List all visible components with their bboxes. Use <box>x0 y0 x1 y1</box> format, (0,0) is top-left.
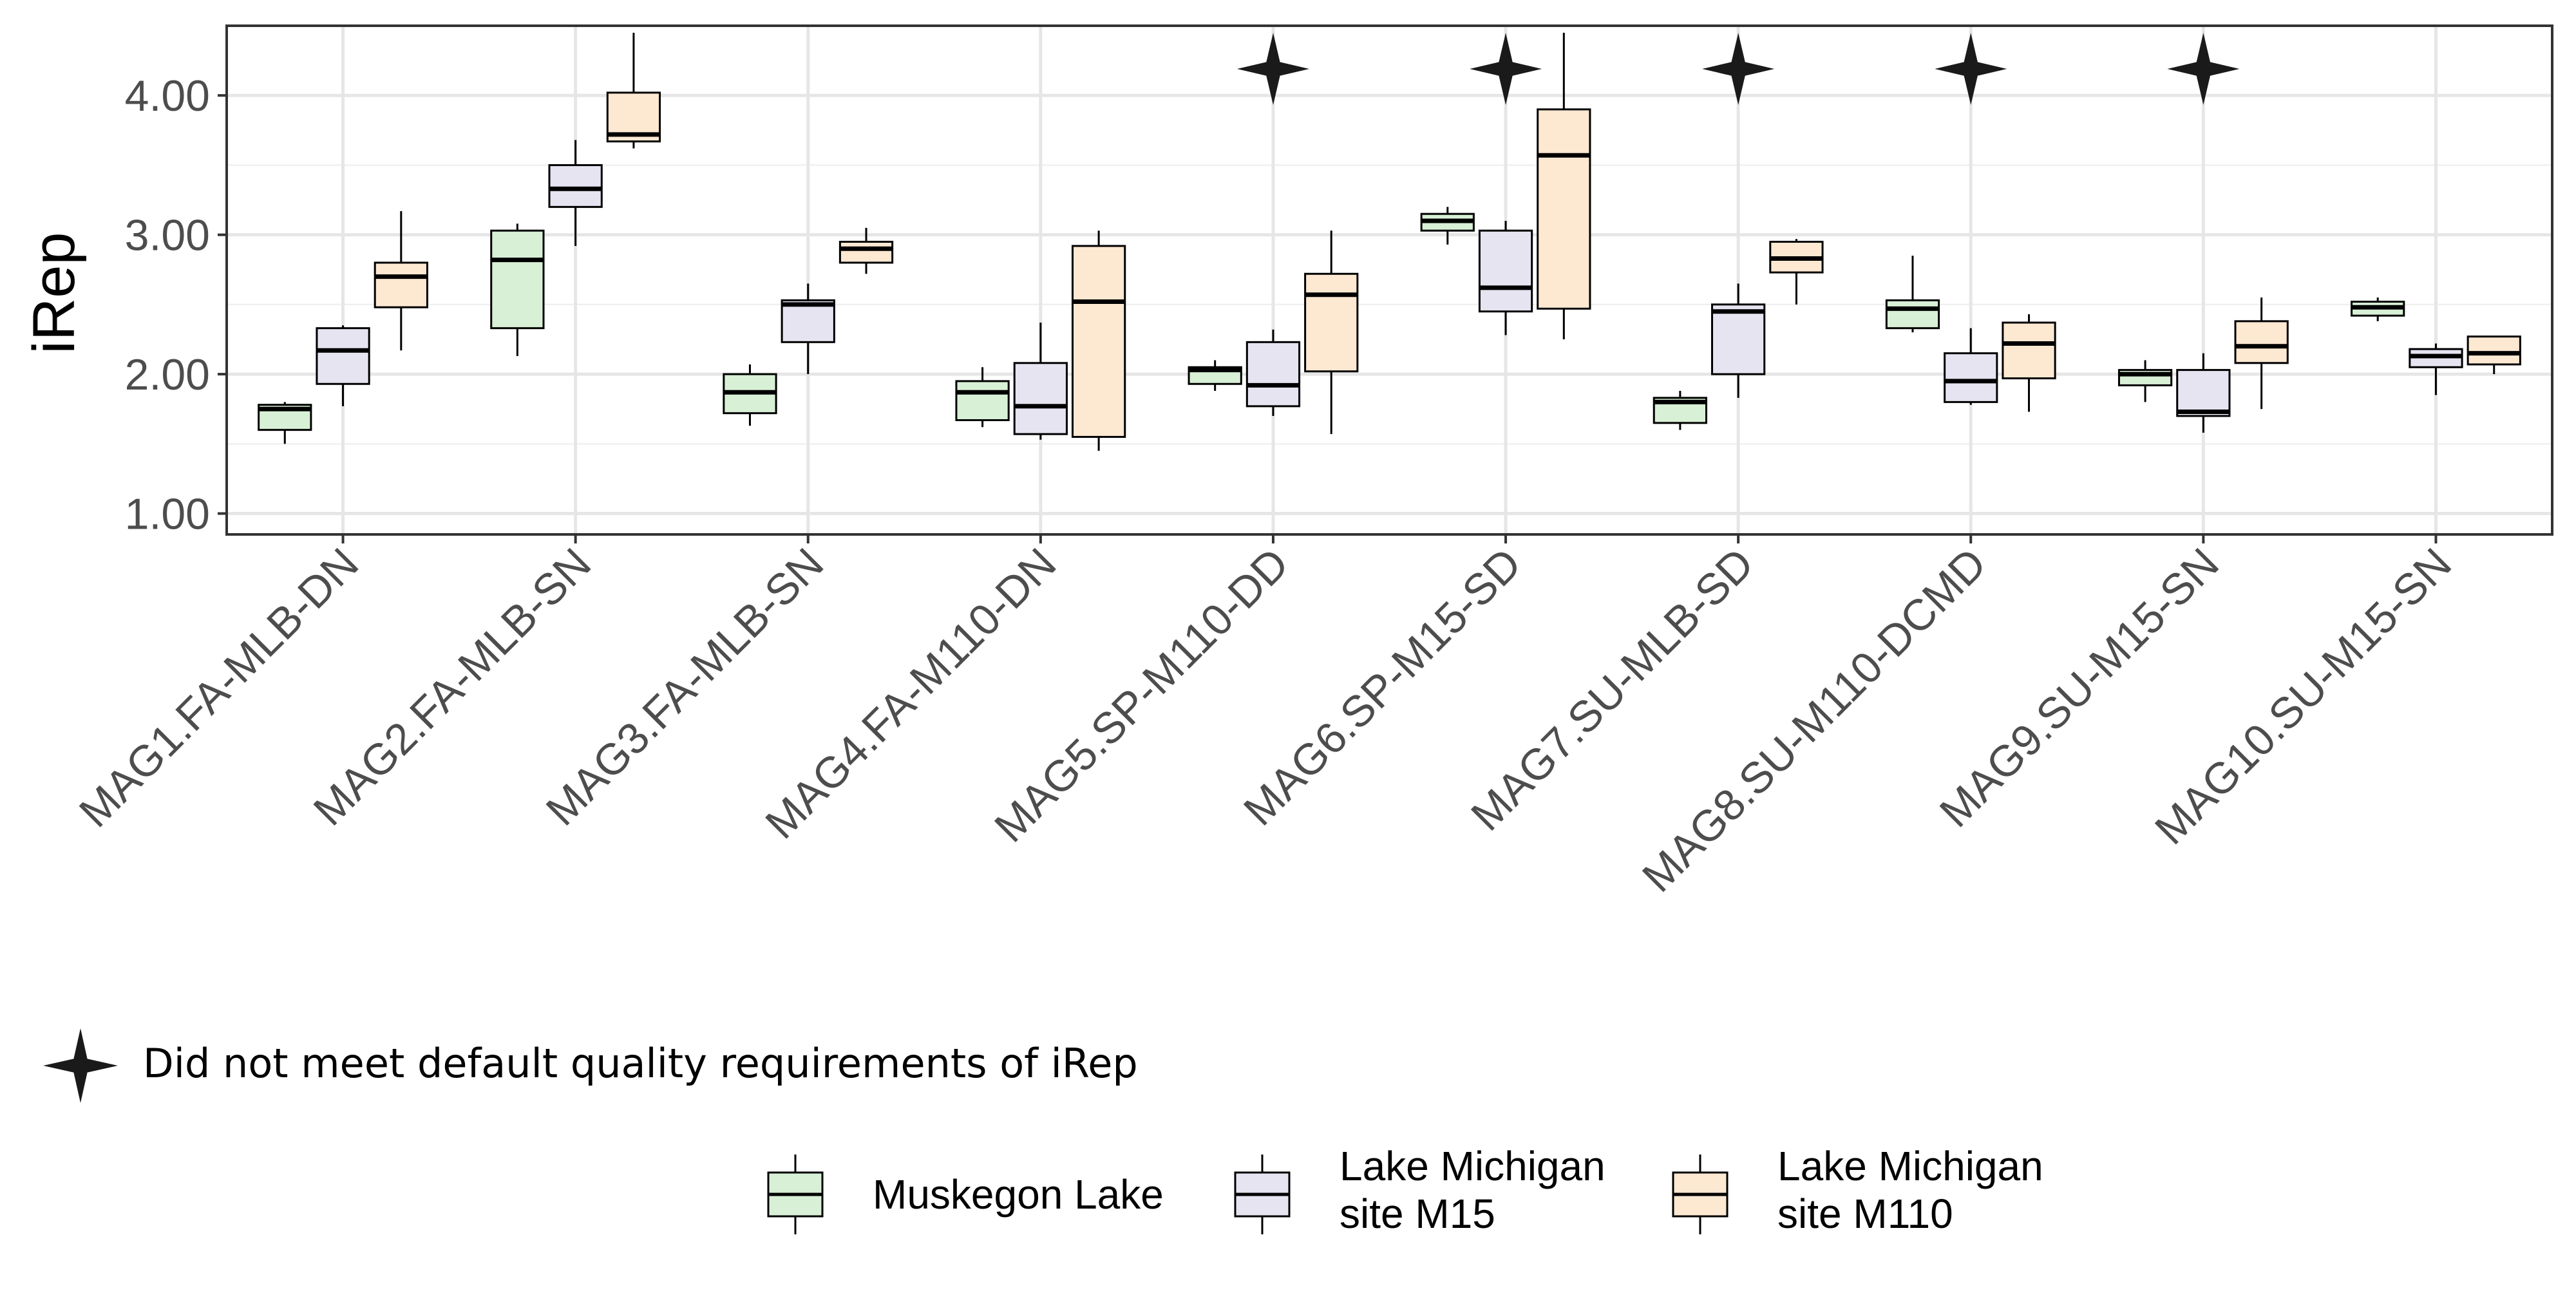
box-body <box>1478 229 1533 313</box>
box <box>1245 329 1301 417</box>
box <box>316 325 370 406</box>
legend-key <box>1234 1154 1291 1234</box>
box-body <box>490 229 545 330</box>
box-body <box>1885 299 1940 330</box>
box-body <box>955 380 1010 422</box>
flag-star-icon <box>1470 33 1542 105</box>
y-axis-title: iRep <box>21 232 87 353</box>
flag-markers <box>1237 33 2240 105</box>
box <box>490 223 545 356</box>
flag-star-icon <box>1702 33 1775 105</box>
box-body <box>2176 369 2231 417</box>
y-tick-label: 2.00 <box>125 350 210 399</box>
x-axis: MAG1.FA-MLB-DNMAG2.FA-MLB-SNMAG3.FA-MLB-… <box>70 534 2461 901</box>
box-series <box>258 207 2405 444</box>
box <box>1653 391 1707 430</box>
box <box>2409 343 2463 395</box>
flag-note-star-icon <box>43 1028 118 1103</box>
legend-label: Muskegon Lake <box>873 1171 1164 1218</box>
box-body <box>548 164 603 208</box>
box <box>1711 283 1766 398</box>
box <box>1013 323 1068 440</box>
panel-border <box>225 24 2553 536</box>
box-body <box>1072 245 1126 438</box>
box-body <box>1304 272 1359 373</box>
box-series-group <box>258 32 2521 451</box>
box-body <box>316 327 370 385</box>
box-body <box>2467 335 2521 366</box>
legend-item: Muskegon Lake <box>767 1154 1164 1234</box>
box <box>955 367 1010 428</box>
box <box>2117 360 2173 402</box>
box <box>374 211 428 351</box>
legend-label-line: Lake Michigan <box>1777 1143 2043 1189</box>
box <box>1304 231 1359 435</box>
box <box>1769 239 1824 305</box>
box <box>1885 256 1940 333</box>
flag-note: Did not meet default quality requirement… <box>43 1028 1138 1103</box>
box-body <box>1245 341 1301 408</box>
box <box>1188 360 1242 391</box>
box-body <box>781 299 835 343</box>
box-body <box>1711 303 1766 375</box>
box <box>1944 328 1998 405</box>
box <box>606 32 661 149</box>
box <box>723 364 777 426</box>
box <box>548 140 603 246</box>
box <box>781 283 835 375</box>
box <box>2002 314 2056 412</box>
box-series <box>374 32 2521 451</box>
y-axis: 1.00 2.00 3.00 4.00 <box>125 71 227 539</box>
flag-note-text: Did not meet default quality requirement… <box>143 1040 1138 1087</box>
box <box>1537 32 1591 339</box>
box <box>2467 335 2521 375</box>
y-tick-label: 3.00 <box>125 211 210 260</box>
box-body <box>838 240 894 264</box>
y-tick-label: 1.00 <box>125 490 210 539</box>
legend-label-line: Lake Michigan <box>1340 1143 1605 1189</box>
box <box>2234 297 2289 410</box>
box-body <box>2234 320 2289 364</box>
legend-label-line: site M110 <box>1777 1191 1953 1237</box>
box-series <box>316 140 2463 440</box>
box-body <box>1013 362 1068 435</box>
box <box>1072 231 1126 451</box>
box <box>1420 207 1475 245</box>
flag-star-icon <box>1935 33 2007 105</box>
legend-key <box>767 1154 824 1234</box>
box-body <box>1944 352 1998 403</box>
box-body <box>374 261 428 308</box>
box-body <box>1537 108 1591 310</box>
box <box>1478 221 1533 335</box>
y-tick-label: 4.00 <box>125 71 210 120</box>
legend-label-line: site M15 <box>1340 1191 1495 1237</box>
box <box>838 227 894 274</box>
box <box>2176 353 2231 433</box>
flag-star-icon <box>2167 33 2240 105</box>
flag-star-icon <box>1237 33 1309 105</box>
box-body <box>2002 321 2056 380</box>
box <box>258 402 312 444</box>
legend-key <box>1672 1154 1728 1234</box>
box <box>2351 297 2405 321</box>
